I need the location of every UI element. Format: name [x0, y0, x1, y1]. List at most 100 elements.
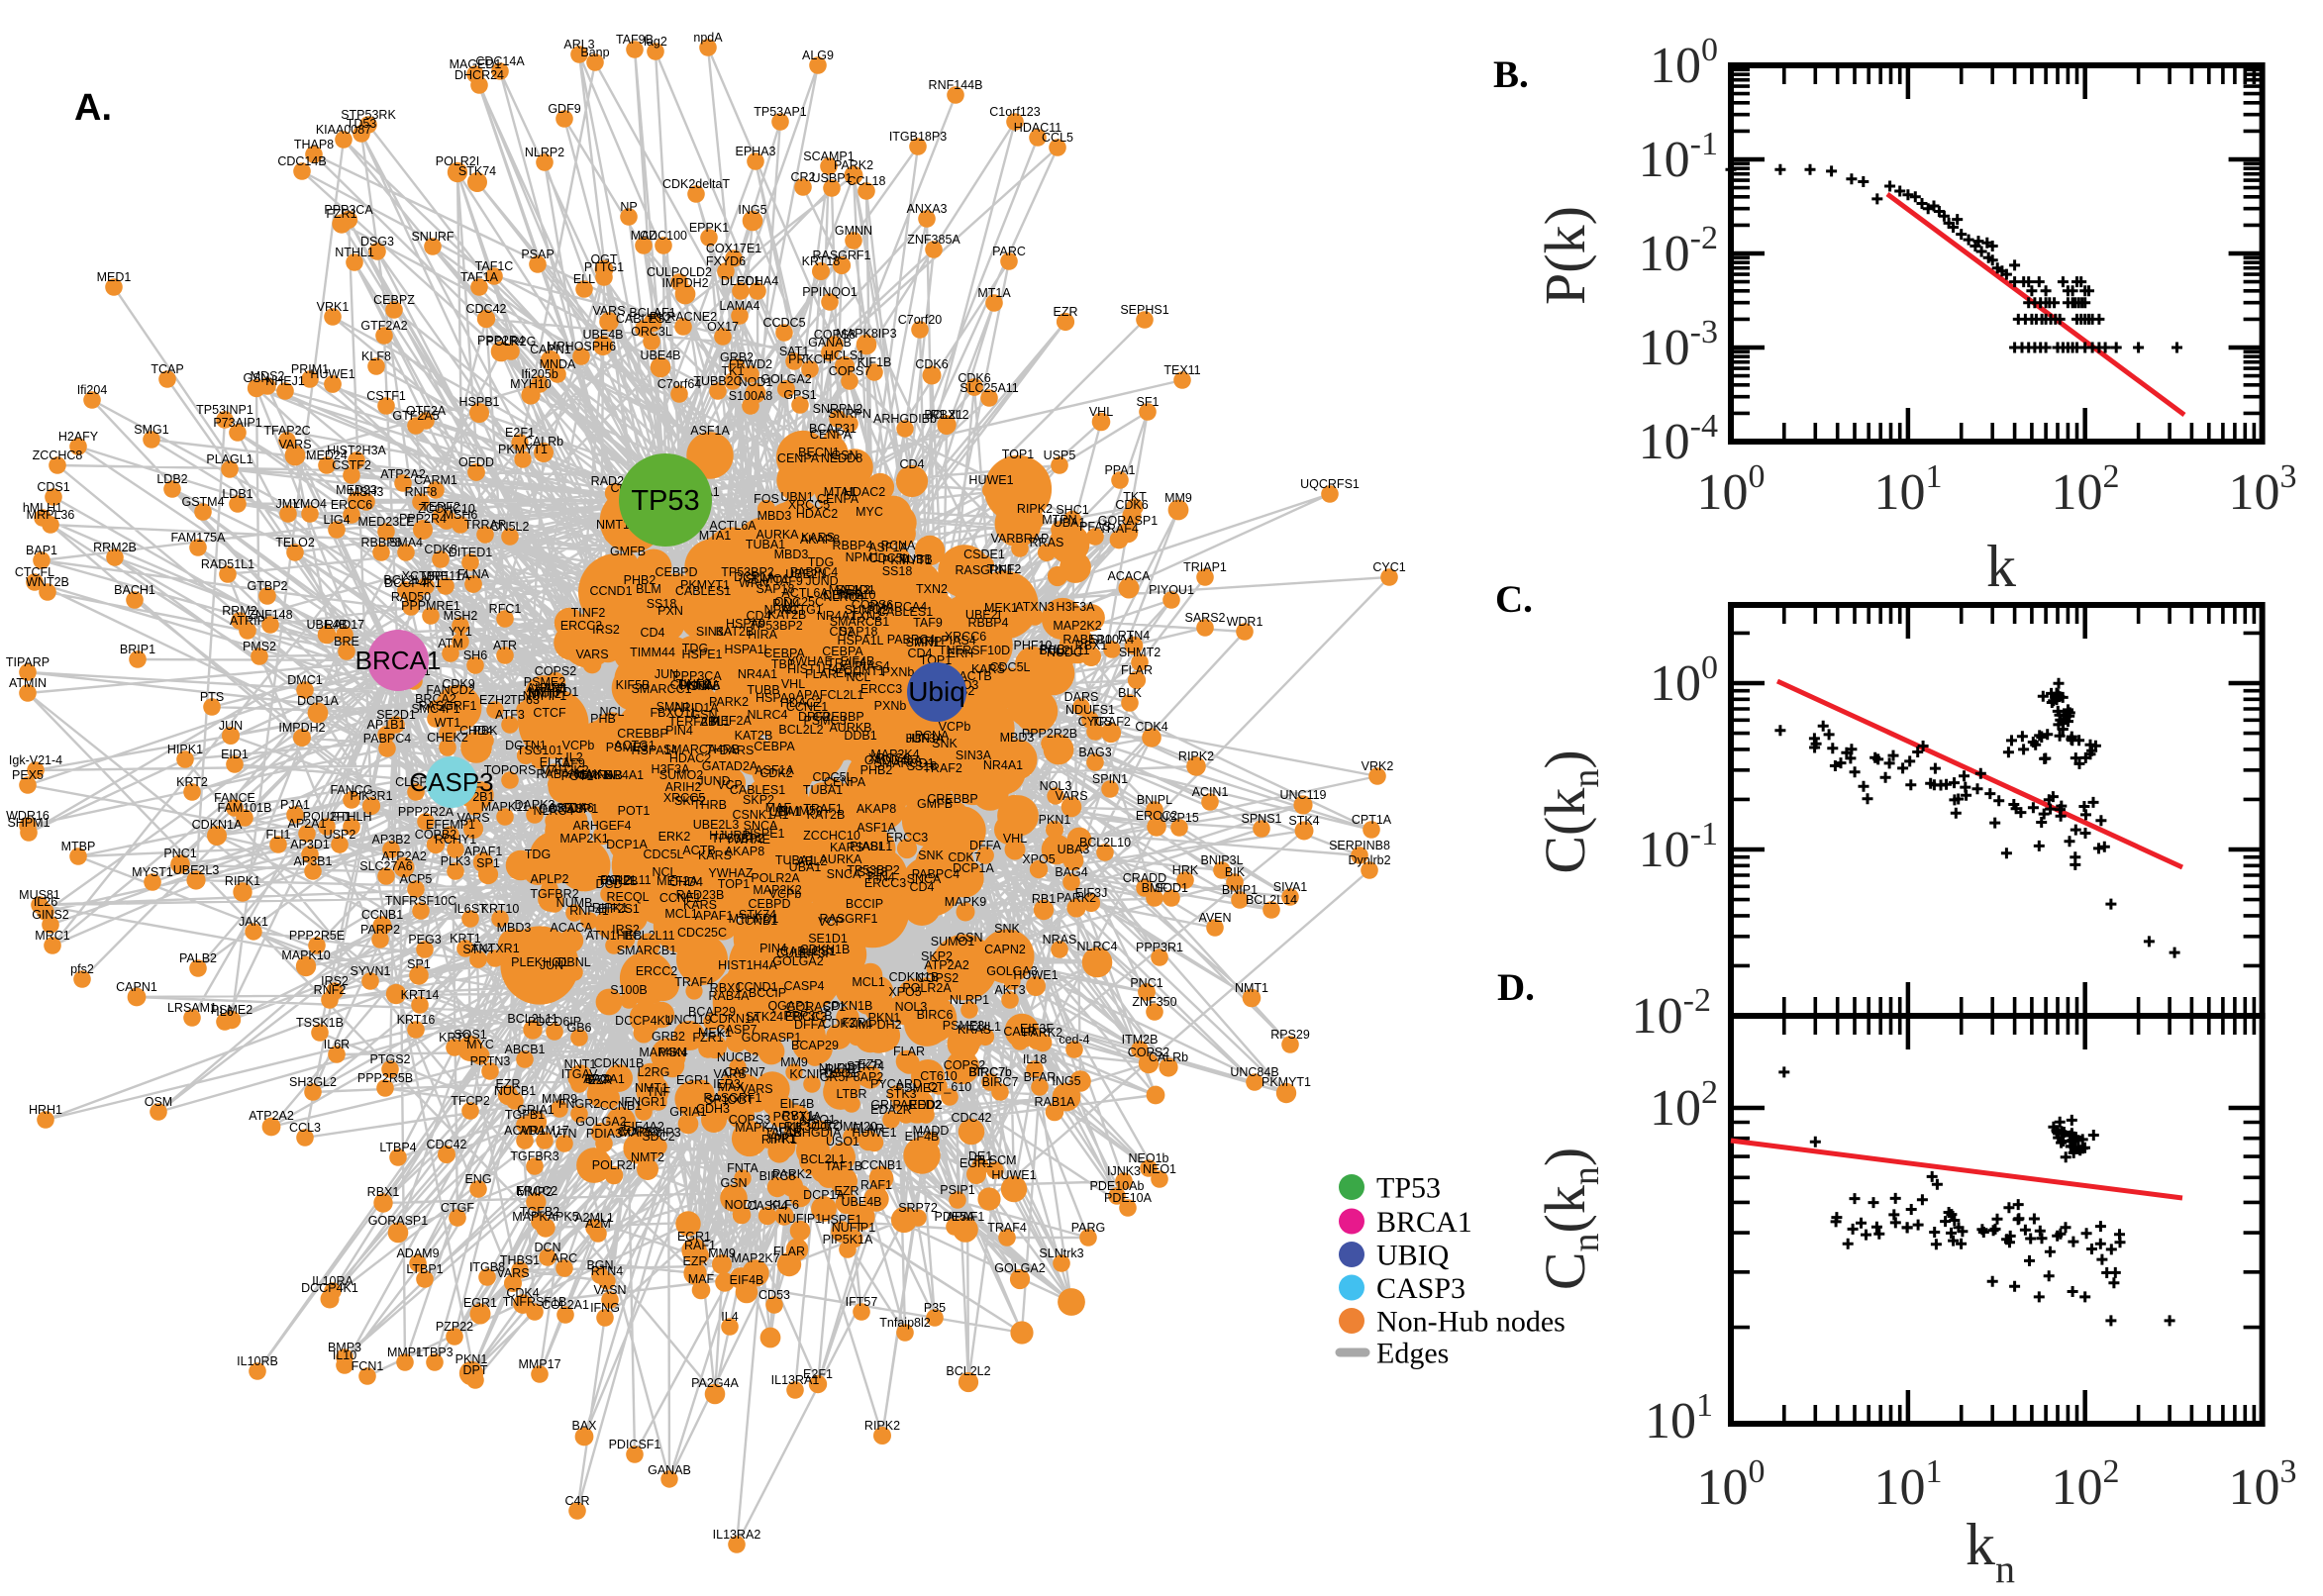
- svg-text:GTBP2: GTBP2: [248, 579, 288, 593]
- svg-text:CDC42: CDC42: [952, 1111, 992, 1125]
- svg-text:JUN: JUN: [655, 667, 678, 681]
- svg-text:PDE5A: PDE5A: [935, 1210, 976, 1224]
- svg-text:HIST1H4A: HIST1H4A: [787, 662, 847, 676]
- svg-text:FLNA: FLNA: [457, 567, 490, 581]
- svg-text:MAPK3: MAPK3: [829, 583, 870, 597]
- svg-text:UNC84B: UNC84B: [1230, 1065, 1278, 1079]
- svg-text:CYCS: CYCS: [1078, 715, 1113, 729]
- svg-text:ZCCHC8: ZCCHC8: [33, 449, 83, 462]
- svg-text:GDF9: GDF9: [548, 102, 580, 116]
- svg-text:VARS: VARS: [456, 811, 489, 825]
- svg-text:GB6: GB6: [566, 1021, 591, 1035]
- svg-text:SP1: SP1: [476, 856, 500, 870]
- svg-text:MAPK8IP3: MAPK8IP3: [836, 327, 896, 341]
- svg-text:YWHAZ: YWHAZ: [708, 866, 754, 880]
- svg-text:EZR: EZR: [1054, 305, 1078, 319]
- svg-text:PSIP1: PSIP1: [940, 1183, 974, 1197]
- svg-text:TINF2: TINF2: [987, 562, 1022, 576]
- svg-text:TAF9: TAF9: [773, 574, 803, 588]
- svg-text:PIN4: PIN4: [665, 724, 693, 738]
- svg-text:PMS2: PMS2: [243, 640, 276, 653]
- svg-text:HDAC11: HDAC11: [1014, 121, 1061, 135]
- svg-text:BECN1: BECN1: [798, 446, 840, 459]
- svg-text:EIF4B: EIF4B: [841, 654, 875, 668]
- svg-text:FANCE: FANCE: [214, 791, 255, 805]
- svg-text:GMNN: GMNN: [835, 224, 872, 238]
- svg-text:CAPN1: CAPN1: [116, 980, 157, 994]
- svg-text:NPM1: NPM1: [846, 550, 880, 564]
- svg-text:RAD50: RAD50: [391, 590, 431, 604]
- svg-text:PNC1: PNC1: [1130, 976, 1162, 990]
- svg-text:ACP5: ACP5: [400, 872, 433, 886]
- svg-text:SE2D1: SE2D1: [376, 708, 416, 722]
- svg-text:VHL: VHL: [1003, 832, 1027, 846]
- svg-text:TINF2: TINF2: [676, 677, 711, 691]
- svg-text:GORASP1: GORASP1: [742, 1031, 801, 1045]
- svg-text:Tnfaip8l2: Tnfaip8l2: [879, 1316, 930, 1330]
- svg-text:KRT16: KRT16: [397, 1013, 436, 1027]
- svg-text:ATIP: ATIP: [916, 635, 943, 648]
- svg-text:PIP5K1A: PIP5K1A: [823, 1233, 873, 1247]
- svg-text:BAX: BAX: [584, 1072, 610, 1086]
- svg-text:DCP1A: DCP1A: [803, 1188, 845, 1202]
- svg-text:VARS: VARS: [496, 1266, 529, 1280]
- svg-text:MADD: MADD: [913, 1124, 950, 1138]
- svg-text:MAGED1: MAGED1: [450, 57, 502, 71]
- svg-text:CASP7: CASP7: [717, 1023, 758, 1037]
- svg-text:CCNE1: CCNE1: [786, 700, 828, 714]
- svg-text:DCTN1: DCTN1: [505, 739, 547, 752]
- svg-text:VARS: VARS: [713, 1067, 746, 1081]
- svg-text:POT1: POT1: [618, 804, 651, 818]
- svg-text:CABLES1: CABLES1: [730, 783, 785, 797]
- svg-text:BRCA1: BRCA1: [1376, 1206, 1472, 1239]
- svg-text:PARG: PARG: [1071, 1221, 1106, 1235]
- svg-text:CENPA: CENPA: [777, 451, 820, 465]
- svg-text:SHMT2: SHMT2: [1119, 646, 1161, 659]
- svg-text:JMY: JMY: [276, 497, 302, 511]
- svg-text:APAF1: APAF1: [695, 909, 734, 923]
- svg-text:ARL3: ARL3: [563, 38, 594, 51]
- svg-text:TRAF4: TRAF4: [1099, 522, 1139, 536]
- svg-text:RECQL: RECQL: [606, 890, 649, 904]
- svg-text:TAF1B: TAF1B: [764, 1126, 802, 1140]
- svg-text:MM9: MM9: [1164, 491, 1192, 505]
- svg-text:ITGB8: ITGB8: [469, 1260, 505, 1274]
- svg-text:HSPE1: HSPE1: [745, 827, 785, 841]
- svg-text:FAM175A: FAM175A: [171, 531, 227, 545]
- svg-text:VCPb: VCPb: [769, 887, 802, 901]
- svg-text:GMFB: GMFB: [917, 797, 953, 811]
- svg-text:AURKA: AURKA: [819, 852, 862, 866]
- svg-text:EZR: EZR: [496, 1077, 521, 1091]
- svg-text:ASF1A: ASF1A: [857, 821, 896, 835]
- svg-text:ERCC2: ERCC2: [1136, 809, 1177, 823]
- svg-text:BIRC6: BIRC6: [917, 1008, 954, 1022]
- svg-text:MED23: MED23: [336, 483, 377, 497]
- svg-text:RAD17: RAD17: [325, 618, 364, 632]
- svg-text:SE1D1: SE1D1: [808, 932, 848, 946]
- svg-text:KIF5B: KIF5B: [616, 678, 651, 692]
- svg-text:MMP1: MMP1: [387, 1346, 423, 1359]
- svg-text:TP53BP2: TP53BP2: [711, 832, 764, 846]
- svg-text:APLP2: APLP2: [531, 872, 569, 886]
- svg-text:MBD3: MBD3: [497, 921, 532, 935]
- svg-text:NOL3: NOL3: [1040, 779, 1072, 793]
- svg-text:XRCC6: XRCC6: [868, 751, 910, 765]
- svg-text:BCL2L10: BCL2L10: [1079, 836, 1131, 849]
- svg-text:SNCA: SNCA: [744, 819, 778, 833]
- svg-text:RRM2B: RRM2B: [93, 541, 137, 554]
- svg-text:CPT1A: CPT1A: [1352, 813, 1392, 827]
- svg-text:RRAS: RRAS: [1030, 536, 1064, 549]
- svg-text:AKT3: AKT3: [994, 983, 1025, 997]
- svg-text:SLC25A11: SLC25A11: [960, 381, 1019, 395]
- svg-text:PTTG1: PTTG1: [584, 260, 624, 274]
- svg-text:H3F3A: H3F3A: [906, 732, 946, 746]
- svg-text:FLI1: FLI1: [265, 828, 290, 842]
- svg-text:WNT2B: WNT2B: [26, 575, 69, 589]
- svg-text:KARS: KARS: [971, 662, 1005, 676]
- svg-text:DCP1A: DCP1A: [606, 838, 648, 851]
- svg-text:SUMO2: SUMO2: [845, 603, 889, 617]
- svg-text:BRCA2: BRCA2: [415, 692, 456, 706]
- svg-text:ATIP: ATIP: [605, 873, 632, 887]
- svg-text:AKAP8: AKAP8: [800, 533, 840, 547]
- svg-text:ATP2A2: ATP2A2: [381, 849, 427, 863]
